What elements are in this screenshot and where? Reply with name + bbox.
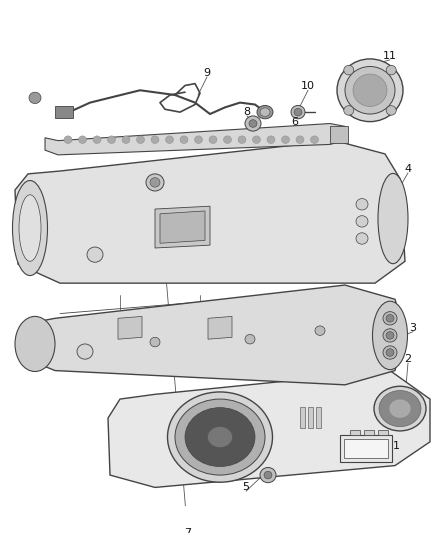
Circle shape [151,136,159,143]
Polygon shape [45,124,345,155]
Circle shape [107,136,116,143]
Circle shape [194,136,202,143]
Text: 11: 11 [383,51,397,61]
Text: 3: 3 [410,323,417,333]
Circle shape [282,136,290,143]
Ellipse shape [374,386,426,431]
Text: 8: 8 [244,107,251,117]
Circle shape [386,332,394,339]
Circle shape [29,92,41,103]
Polygon shape [344,439,388,458]
Circle shape [166,136,173,143]
Text: 5: 5 [243,482,250,492]
Ellipse shape [372,301,407,369]
Polygon shape [18,285,405,385]
Circle shape [64,136,72,143]
Circle shape [356,233,368,244]
Polygon shape [55,107,73,118]
Circle shape [122,136,130,143]
Circle shape [150,337,160,347]
Text: 4: 4 [404,164,412,174]
Circle shape [80,347,90,357]
Text: 7: 7 [184,528,191,533]
Circle shape [150,177,160,187]
Circle shape [383,329,397,342]
Ellipse shape [15,317,55,372]
Ellipse shape [175,399,265,475]
Circle shape [209,136,217,143]
Ellipse shape [185,408,255,466]
Text: 1: 1 [392,441,399,450]
Polygon shape [330,126,348,142]
Polygon shape [15,141,405,283]
Circle shape [260,467,276,483]
Circle shape [383,346,397,359]
Polygon shape [350,431,360,435]
Circle shape [386,349,394,357]
Text: 9: 9 [203,68,211,78]
Ellipse shape [167,392,272,482]
Ellipse shape [378,173,408,264]
Circle shape [296,136,304,143]
Circle shape [87,247,103,262]
Circle shape [344,106,354,115]
Circle shape [146,174,164,191]
Polygon shape [108,370,430,488]
Polygon shape [378,431,388,435]
Circle shape [245,116,261,131]
Circle shape [238,136,246,143]
Ellipse shape [257,106,273,119]
Circle shape [345,67,395,114]
Circle shape [311,136,318,143]
Circle shape [356,216,368,227]
Polygon shape [300,407,305,427]
Circle shape [386,314,394,322]
Circle shape [264,471,272,479]
Circle shape [249,120,257,127]
Circle shape [77,344,93,359]
Ellipse shape [13,181,47,276]
Ellipse shape [389,399,411,418]
Ellipse shape [379,391,421,426]
Circle shape [383,312,397,325]
Polygon shape [364,431,374,435]
Circle shape [223,136,232,143]
Circle shape [78,136,86,143]
Polygon shape [118,317,142,339]
Polygon shape [160,211,205,243]
Circle shape [353,74,387,107]
Circle shape [93,136,101,143]
Circle shape [386,106,396,115]
Text: 6: 6 [292,117,299,127]
Polygon shape [208,317,232,339]
Circle shape [245,335,255,344]
Circle shape [291,106,305,119]
Text: 10: 10 [301,82,315,92]
Ellipse shape [260,108,270,116]
Ellipse shape [208,426,233,448]
Circle shape [294,108,302,116]
Circle shape [356,199,368,210]
Polygon shape [155,206,210,248]
Circle shape [252,136,261,143]
Circle shape [315,326,325,335]
Text: 2: 2 [404,354,412,364]
Circle shape [137,136,145,143]
Polygon shape [340,435,392,462]
Polygon shape [308,407,313,427]
Circle shape [344,66,354,75]
Circle shape [386,66,396,75]
Circle shape [337,59,403,122]
Ellipse shape [19,195,41,261]
Polygon shape [316,407,321,427]
Circle shape [180,136,188,143]
Circle shape [267,136,275,143]
